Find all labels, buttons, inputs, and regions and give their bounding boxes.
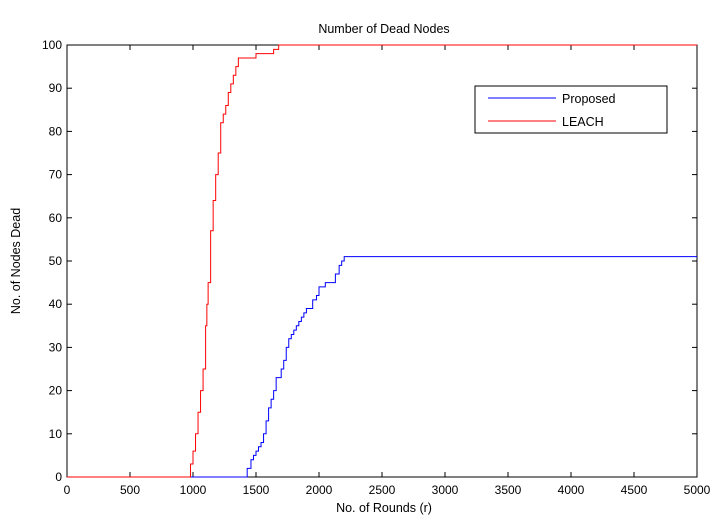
legend-label-proposed: Proposed (562, 92, 616, 106)
x-tick-label: 4000 (558, 483, 585, 497)
y-tick-label: 60 (49, 211, 63, 225)
legend-box (474, 85, 668, 134)
x-tick-label: 1000 (180, 483, 207, 497)
y-tick-label: 30 (49, 340, 63, 354)
legend: Proposed LEACH (474, 85, 668, 134)
x-tick-label: 3500 (495, 483, 522, 497)
x-axis-label: No. of Rounds (r) (336, 501, 432, 515)
y-tick-label: 20 (49, 384, 63, 398)
y-tick-label: 90 (49, 81, 63, 95)
y-axis-label: No. of Nodes Dead (9, 208, 23, 314)
x-tick-label: 4500 (621, 483, 648, 497)
x-tick-label: 2000 (306, 483, 333, 497)
y-tick-label: 100 (42, 38, 62, 52)
x-tick-label: 5000 (684, 483, 711, 497)
x-tick-label: 500 (120, 483, 140, 497)
x-tick-label: 1500 (243, 483, 270, 497)
y-tick-label: 80 (49, 124, 63, 138)
chart-title: Number of Dead Nodes (318, 22, 449, 36)
y-tick-label: 0 (55, 470, 62, 484)
legend-label-leach: LEACH (562, 115, 604, 129)
y-tick-label: 70 (49, 168, 63, 182)
x-tick-label: 0 (64, 483, 71, 497)
y-tick-label: 10 (49, 427, 63, 441)
series-line-leach (67, 44, 697, 478)
y-tick-label: 50 (49, 254, 63, 268)
x-tick-label: 3000 (432, 483, 459, 497)
x-tick-label: 2500 (369, 483, 396, 497)
y-tick-label: 40 (49, 297, 63, 311)
x-axis: 0 500 1000 1500 2000 2500 3000 3500 4000 4500 5000 (64, 45, 711, 497)
y-axis: 0 10 20 30 40 50 60 70 80 90 100 (42, 38, 697, 484)
series-layer (67, 44, 697, 478)
series-line-proposed (67, 256, 697, 478)
